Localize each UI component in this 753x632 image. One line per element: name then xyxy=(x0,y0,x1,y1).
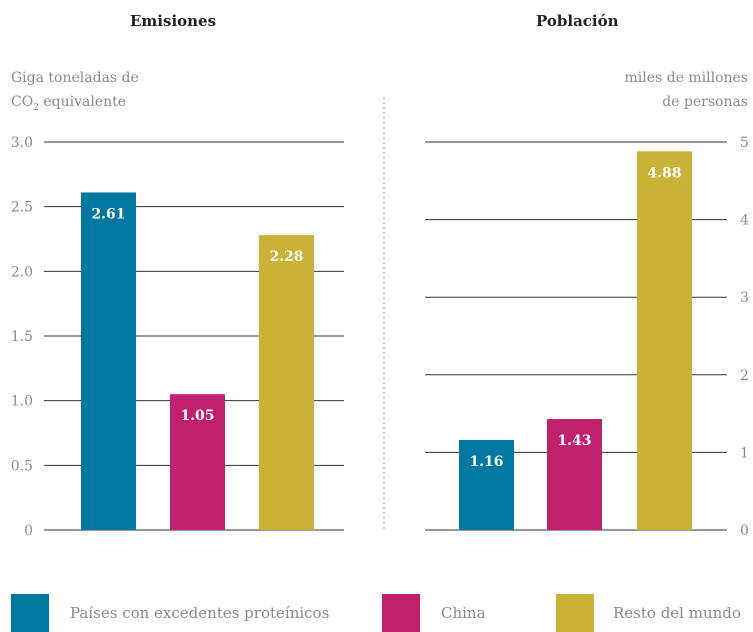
emissions-y-axis-title: Giga toneladas de CO2 equivalente xyxy=(11,66,139,120)
legend-label-rest-of-world: Resto del mundo xyxy=(613,604,741,622)
emissions-bar xyxy=(259,235,314,530)
population-y-tick-label: 0 xyxy=(740,523,749,539)
emissions-bar-value-label: 1.05 xyxy=(180,408,214,424)
population-bar xyxy=(459,439,514,530)
population-y-tick-label: 1 xyxy=(740,445,749,461)
population-bar-value-label: 4.88 xyxy=(647,165,681,181)
emissions-y-tick-label: 0.5 xyxy=(11,458,33,474)
population-chart: 0 1 2 3 4 5 1.16 1.43 4.88 xyxy=(425,135,749,539)
emissions-bar-value-label: 2.28 xyxy=(269,249,303,265)
legend-swatch-protein-surplus xyxy=(11,594,49,632)
legend-label-china: China xyxy=(441,604,486,622)
population-y-axis-title: miles de millones de personas xyxy=(625,66,748,114)
population-y-tick-label: 5 xyxy=(740,135,749,151)
legend-label-protein-surplus: Países con excedentes proteínicos xyxy=(70,604,330,622)
emissions-y-tick-label: 1.5 xyxy=(11,329,33,345)
emissions-bar xyxy=(170,394,225,530)
emissions-y-axis-title-line2: CO2 equivalente xyxy=(11,94,127,113)
emissions-chart: 0 0.5 1.0 1.5 2.0 2.5 3.0 2.61 1.05 2.28 xyxy=(11,135,344,539)
population-bar xyxy=(637,151,692,530)
emissions-y-tick-label: 1.0 xyxy=(11,394,33,410)
legend-swatch-china xyxy=(382,594,420,632)
emissions-bar-value-label: 2.61 xyxy=(91,206,125,222)
charts-svg: 0 0.5 1.0 1.5 2.0 2.5 3.0 2.61 1.05 2.28 0 1 2 3 4 5 1.… xyxy=(11,97,749,539)
emissions-y-axis-title-line1: Giga toneladas de xyxy=(11,70,139,86)
population-bar-value-label: 1.43 xyxy=(557,433,591,449)
population-y-tick-label: 2 xyxy=(740,368,749,384)
population-y-tick-label: 3 xyxy=(740,290,749,306)
emissions-chart-title: Emisiones xyxy=(130,12,217,30)
emissions-y-tick-label: 2.5 xyxy=(11,200,33,216)
population-chart-title: Población xyxy=(536,12,619,30)
emissions-y-tick-label: 0 xyxy=(24,523,33,539)
population-bar-value-label: 1.16 xyxy=(469,454,503,470)
emissions-y-tick-label: 2.0 xyxy=(11,264,33,280)
emissions-bar xyxy=(81,192,136,530)
population-bar xyxy=(547,419,602,530)
emissions-y-tick-label: 3.0 xyxy=(11,135,33,151)
legend-swatch-rest-of-world xyxy=(556,594,594,632)
population-y-tick-label: 4 xyxy=(740,213,749,229)
population-y-axis-title-line1: miles de millones xyxy=(624,70,748,86)
population-y-axis-title-line2: de personas xyxy=(662,94,748,110)
